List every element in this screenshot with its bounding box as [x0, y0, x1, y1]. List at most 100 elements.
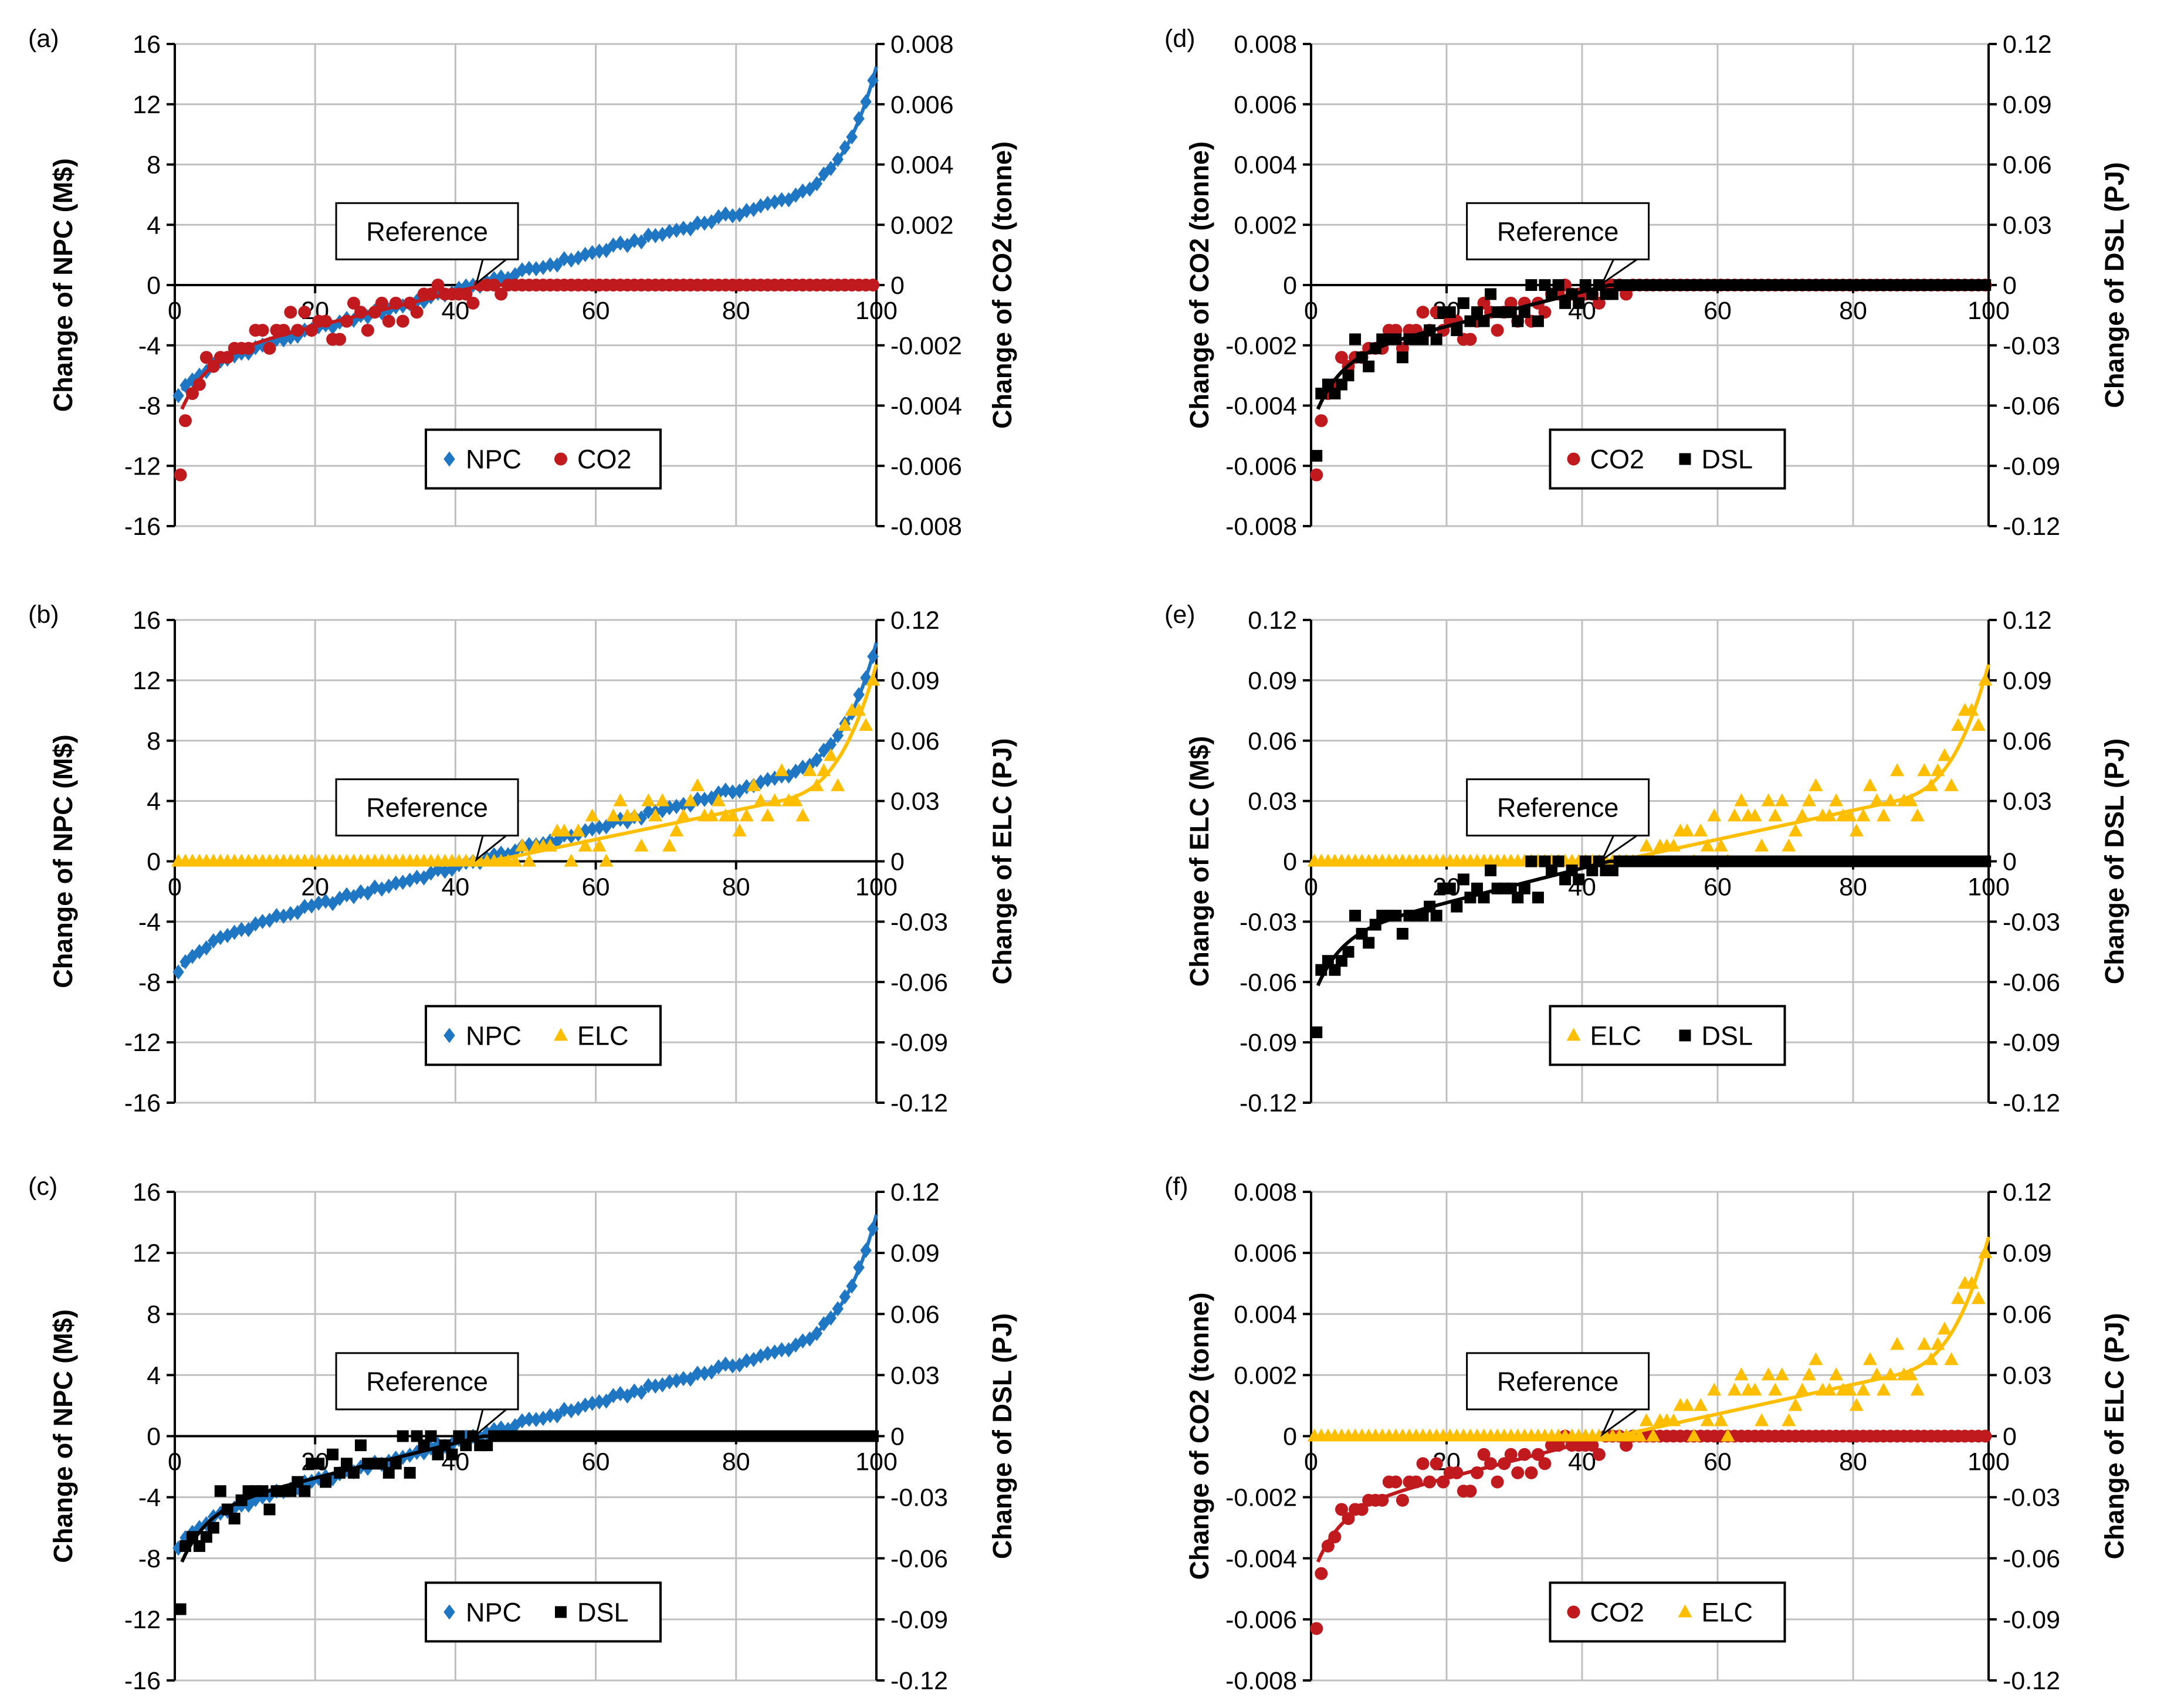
x-tick-label: 60 — [582, 873, 610, 902]
data-point-dsl — [263, 1503, 276, 1516]
data-point-elc — [1944, 778, 1959, 791]
data-point-elc — [585, 808, 600, 822]
trend-line-co2 — [180, 283, 876, 410]
data-point-elc — [746, 778, 761, 791]
data-point-elc — [1700, 838, 1715, 852]
right-tick-label: 0.12 — [2003, 30, 2052, 59]
data-point-elc — [683, 793, 698, 806]
x-tick-label: 40 — [441, 297, 469, 325]
x-tick-label: 0 — [168, 873, 182, 902]
data-point-elc — [1748, 808, 1762, 822]
left-tick-label: -4 — [138, 908, 161, 936]
legend-label-dsl: DSL — [577, 1597, 629, 1627]
trend-line-elc — [182, 664, 878, 863]
data-point-dsl — [1512, 892, 1524, 904]
data-point-co2 — [1464, 1485, 1477, 1498]
data-point-elc — [641, 793, 656, 806]
data-point-dsl — [425, 1430, 437, 1442]
right-tick-label: 0.12 — [890, 606, 940, 635]
data-point-elc — [1713, 838, 1728, 852]
data-point-elc — [1782, 1413, 1796, 1426]
data-point-elc — [1910, 1382, 1925, 1396]
x-tick-label: 60 — [1704, 1448, 1732, 1476]
left-tick-label: 4 — [147, 211, 161, 239]
left-tick-label: -16 — [124, 513, 161, 541]
x-tick-label: 80 — [722, 297, 750, 325]
data-point-elc — [1721, 1428, 1735, 1442]
data-point-elc — [1890, 1337, 1905, 1350]
data-point-elc — [662, 838, 677, 852]
data-point-elc — [571, 824, 585, 837]
legend: ELC DSL — [1549, 1005, 1786, 1066]
x-tick-label: 80 — [1839, 297, 1867, 325]
data-point-dsl — [404, 1466, 416, 1479]
data-point-elc — [606, 808, 621, 822]
right-tick-label: 0.12 — [2003, 606, 2052, 635]
data-point-co2 — [466, 296, 480, 310]
data-point-dsl — [1539, 279, 1551, 291]
data-point-elc — [1876, 808, 1891, 822]
x-tick-label: 0 — [168, 297, 182, 325]
right-tick-label: 0.03 — [890, 788, 940, 816]
left-tick-label: -0.008 — [1225, 1667, 1297, 1695]
data-point-dsl — [1457, 297, 1469, 309]
legend-label-npc: NPC — [466, 445, 521, 475]
data-point-co2 — [1310, 468, 1323, 482]
data-point-elc — [592, 838, 607, 852]
data-point-dsl — [1335, 955, 1347, 967]
data-point-dsl — [228, 1513, 241, 1525]
data-point-co2 — [1538, 1457, 1552, 1470]
reference-callout: Reference — [335, 202, 519, 286]
data-point-dsl — [299, 1485, 311, 1497]
legend: CO2 ELC — [1549, 1581, 1786, 1643]
data-point-elc — [1801, 793, 1816, 806]
left-tick-label: 12 — [133, 91, 161, 119]
right-tick-label: -0.008 — [890, 513, 962, 541]
data-point-dsl — [1444, 882, 1456, 894]
x-tick-label: 80 — [1839, 873, 1867, 902]
left-tick-label: -0.12 — [1240, 1089, 1297, 1117]
reference-callout: Reference — [335, 778, 519, 862]
legend-marker-dsl — [1679, 453, 1691, 465]
data-point-co2 — [284, 306, 297, 319]
chart-panel-e: 0.12 0.120.09 0.090.06 0.060.03 0.030 0-0.03-… — [1164, 601, 2129, 1117]
right-tick-label: -0.09 — [2003, 452, 2060, 480]
data-point-co2 — [410, 306, 424, 319]
data-point-dsl — [1518, 882, 1530, 894]
data-point-co2 — [1310, 1622, 1323, 1635]
right-tick-label: 0 — [890, 1423, 905, 1451]
legend-marker-co2 — [1567, 1605, 1580, 1619]
data-point-dsl — [390, 1458, 402, 1470]
x-tick-label: 60 — [582, 297, 610, 325]
right-tick-label: -0.06 — [890, 968, 948, 997]
right-tick-label: -0.09 — [2003, 1606, 2060, 1634]
data-point-elc — [824, 748, 838, 761]
x-tick-label: 100 — [855, 873, 898, 902]
legend-marker-dsl — [555, 1606, 567, 1618]
data-point-co2 — [431, 279, 445, 292]
data-point-dsl — [193, 1540, 205, 1552]
data-point-elc — [1843, 808, 1857, 822]
x-tick-label: 100 — [855, 297, 898, 325]
right-axis-title: Change of DSL (PJ) — [2099, 738, 2129, 984]
data-point-co2 — [396, 314, 409, 328]
legend: NPC DSL — [425, 1581, 662, 1643]
data-point-dsl — [1342, 946, 1354, 958]
reference-callout-box — [335, 778, 519, 837]
data-point-dsl — [1363, 360, 1375, 372]
data-point-elc — [1694, 824, 1708, 837]
trend-line-elc — [1318, 1236, 1990, 1438]
x-tick-label: 0 — [1304, 1448, 1318, 1476]
right-tick-label: -0.12 — [2003, 513, 2060, 541]
right-tick-label: 0.06 — [2003, 727, 2052, 755]
right-tick-label: 0 — [890, 848, 905, 876]
data-point-dsl — [481, 1439, 493, 1452]
chart-panel-d: 0.008 0.120.006 0.090.004 0.060.002 0.030 0-0… — [1164, 25, 2129, 541]
legend-marker-elc — [1678, 1604, 1692, 1618]
data-point-dsl — [1335, 378, 1347, 391]
legend-box — [425, 428, 662, 490]
data-point-dsl — [1310, 450, 1323, 462]
right-tick-label: 0.002 — [890, 211, 954, 239]
